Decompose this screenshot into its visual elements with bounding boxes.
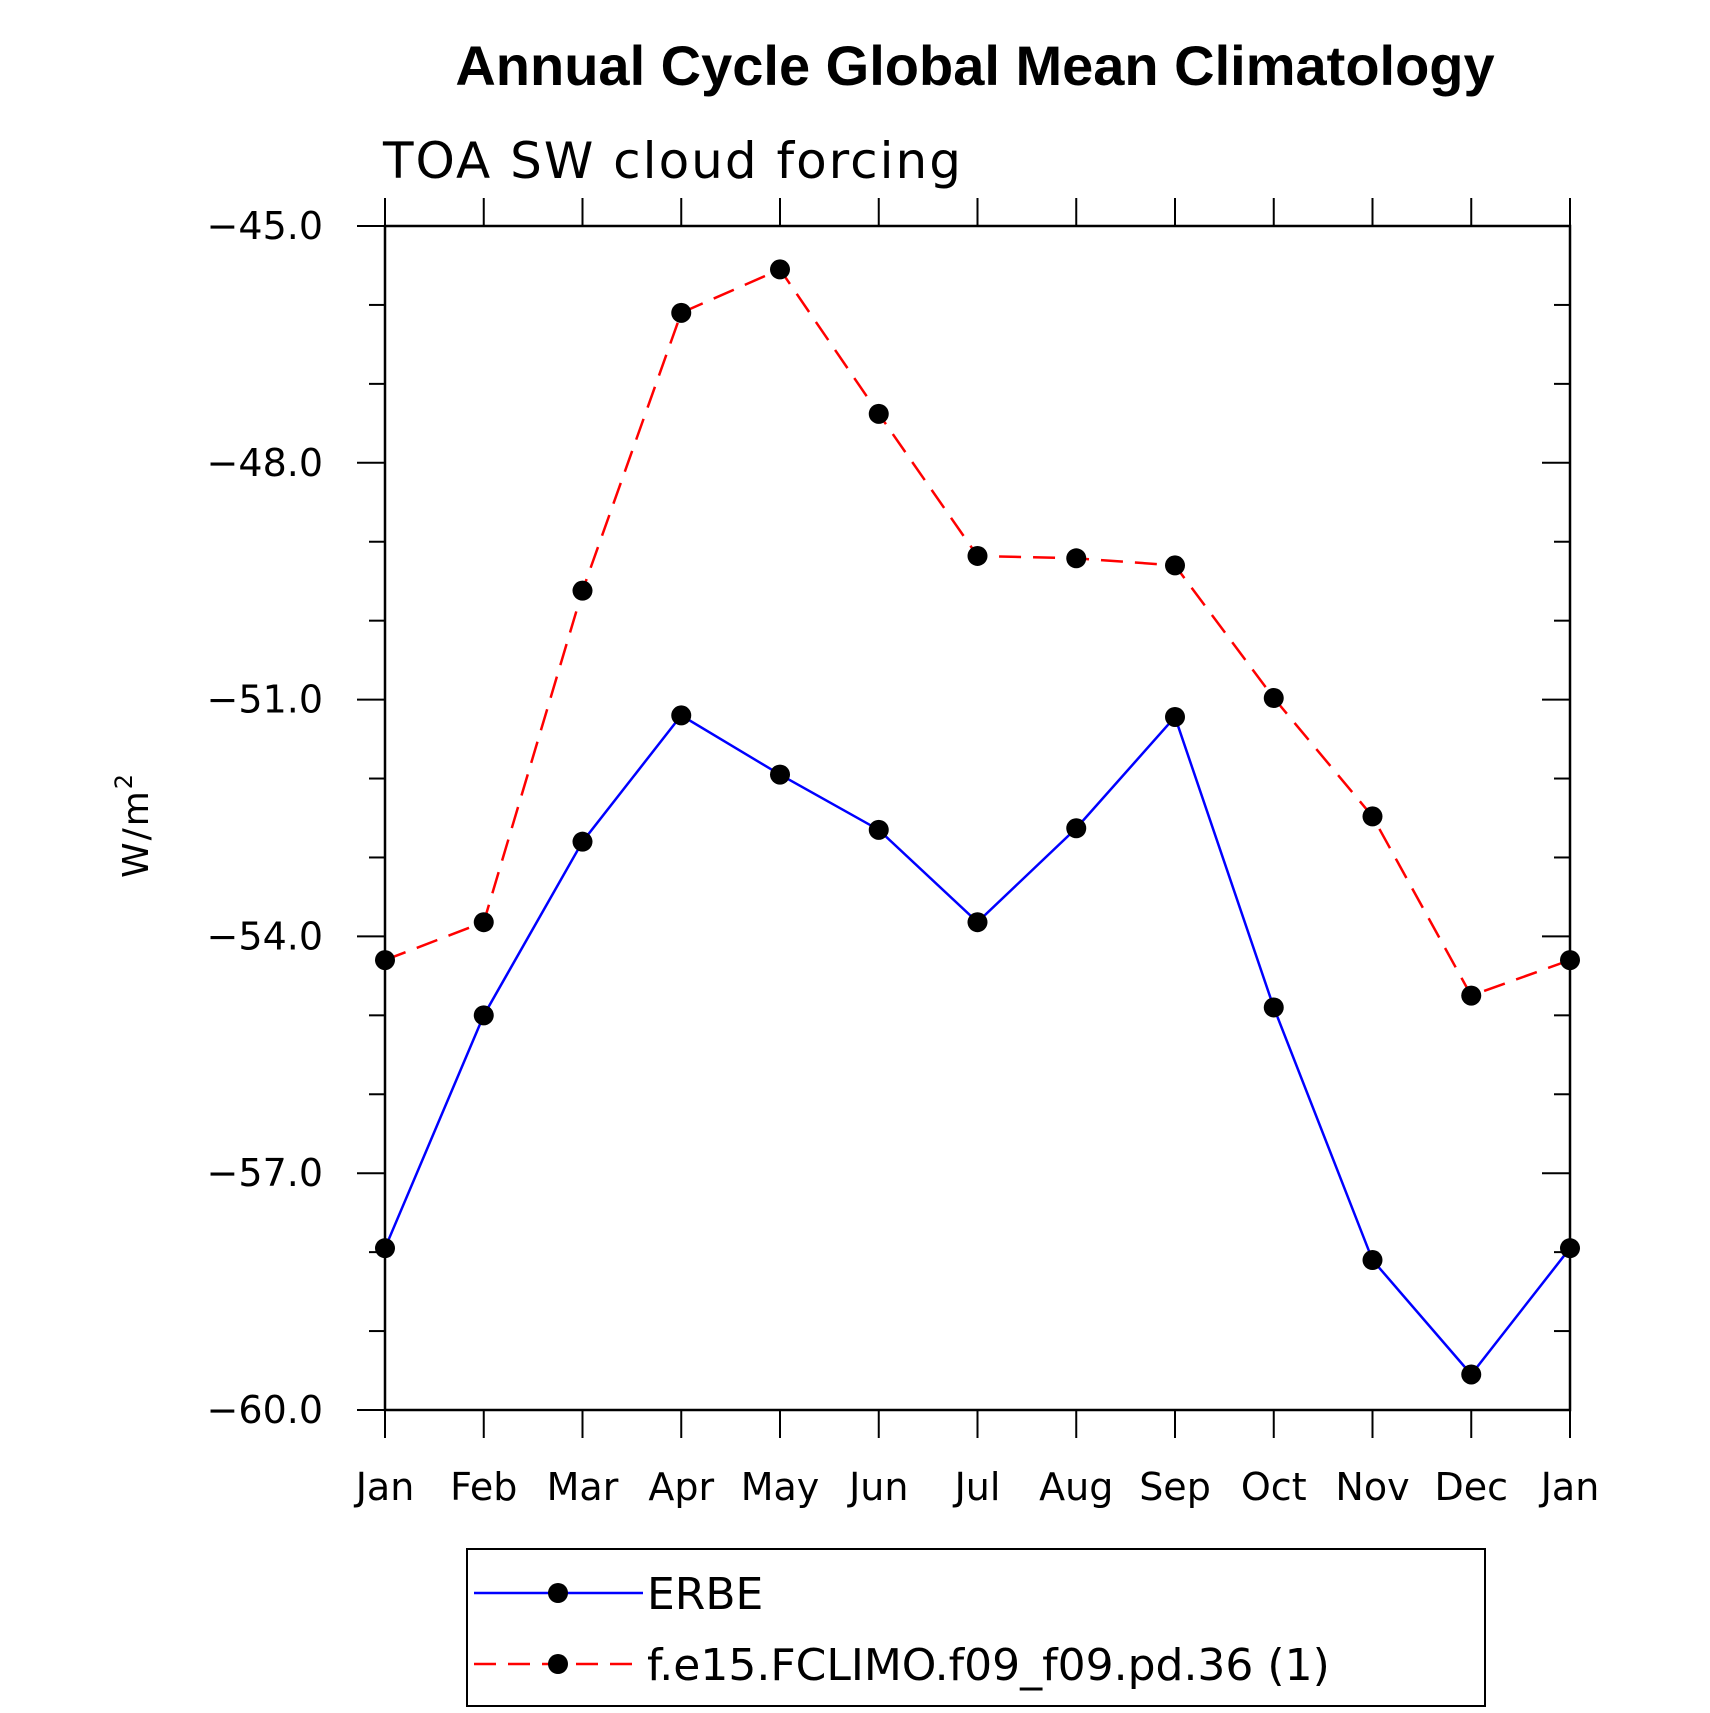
y-tick-label: −54.0 <box>207 914 323 958</box>
data-point-1 <box>868 403 889 424</box>
x-tick-label: Sep <box>1139 1465 1211 1509</box>
plot-border <box>383 224 1572 1412</box>
data-point-0 <box>671 705 692 726</box>
y-tick-label: −48.0 <box>207 441 323 485</box>
data-point-0 <box>770 764 790 785</box>
y-axis: −45.0 −48.0 −51.0 −54.0 −57.0 −60.0 <box>207 204 1570 1432</box>
data-point-1 <box>1560 950 1580 971</box>
data-point-0 <box>967 912 988 933</box>
legend-marker-erbe <box>548 1583 568 1603</box>
y-tick-label: −57.0 <box>207 1151 323 1195</box>
x-tick-label: Mar <box>547 1465 619 1509</box>
x-tick-label: May <box>741 1465 820 1509</box>
data-point-0 <box>1560 1238 1580 1259</box>
data-point-1 <box>375 950 395 971</box>
data-point-1 <box>671 302 692 323</box>
chart-subtitle: TOA SW cloud forcing <box>382 132 963 190</box>
y-axis-label-superscript: 2 <box>110 772 138 789</box>
data-point-1 <box>473 912 494 933</box>
data-point-0 <box>1263 997 1284 1018</box>
data-point-1 <box>1263 688 1284 709</box>
x-tick-label: Apr <box>648 1465 714 1509</box>
series-line-0 <box>383 713 1571 1377</box>
x-tick-label: Jun <box>847 1465 908 1509</box>
data-point-0 <box>572 831 593 852</box>
data-point-0 <box>1066 818 1087 839</box>
data-point-1 <box>572 580 593 601</box>
data-point-0 <box>1362 1250 1383 1271</box>
data-point-1 <box>1165 555 1185 576</box>
legend-marker-model <box>548 1654 568 1674</box>
data-point-1 <box>770 259 790 280</box>
x-tick-label: Feb <box>450 1465 517 1509</box>
legend-label-erbe: ERBE <box>647 1569 763 1620</box>
data-point-1 <box>1362 806 1383 827</box>
data-point-1 <box>1066 548 1087 569</box>
legend-label-model: f.e15.FCLIMO.f09_f09.pd.36 (1) <box>647 1640 1330 1691</box>
data-point-0 <box>868 819 889 840</box>
y-tick-label: −60.0 <box>207 1388 323 1432</box>
data-point-1 <box>1461 985 1482 1006</box>
legend: ERBE f.e15.FCLIMO.f09_f09.pd.36 (1) <box>466 1548 1486 1707</box>
data-point-0 <box>1165 706 1185 727</box>
x-tick-label: Jul <box>953 1465 1001 1509</box>
chart-title: Annual Cycle Global Mean Climatology <box>455 34 1494 97</box>
legend-box <box>466 1548 1486 1707</box>
x-tick-label: Aug <box>1039 1465 1113 1509</box>
data-point-0 <box>473 1005 494 1026</box>
series-layer <box>375 259 1580 1385</box>
series-line-1 <box>384 267 1571 998</box>
data-point-0 <box>1461 1364 1482 1385</box>
x-axis: Jan Feb Mar Apr May Jun Jul Aug Sep Oct Nov Dec Jan <box>354 198 1600 1509</box>
y-axis-label-text: W/m <box>116 789 157 878</box>
y-tick-label: −45.0 <box>207 204 323 248</box>
x-tick-label: Dec <box>1434 1465 1508 1509</box>
x-tick-label: Nov <box>1335 1465 1409 1509</box>
plot-frame <box>383 224 1572 1412</box>
x-tick-label: Oct <box>1241 1465 1307 1509</box>
x-tick-label: Jan <box>1539 1465 1600 1509</box>
data-point-1 <box>967 545 988 566</box>
data-point-0 <box>375 1238 395 1259</box>
y-axis-label: W/m2 <box>110 772 157 878</box>
x-tick-label: Jan <box>354 1465 415 1509</box>
y-tick-label: −51.0 <box>207 678 323 722</box>
